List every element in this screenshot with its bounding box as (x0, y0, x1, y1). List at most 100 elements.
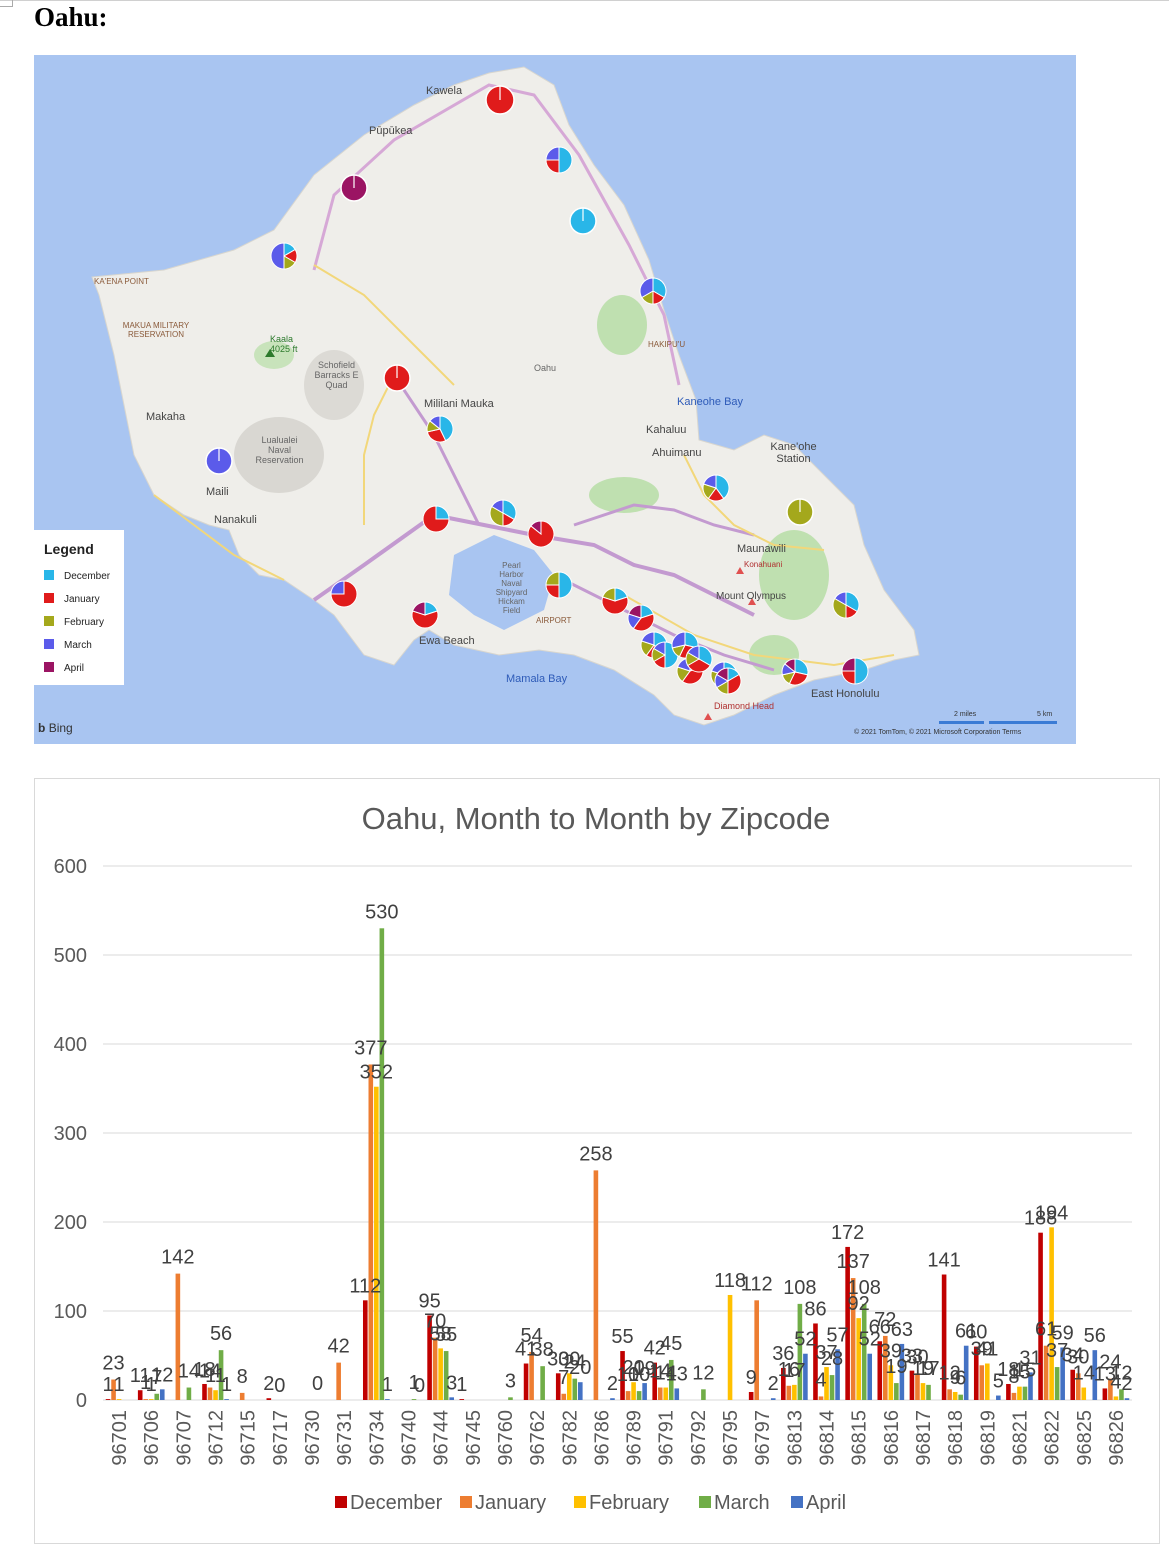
map-pie-marker[interactable] (601, 587, 629, 615)
bar-data-label: 3 (505, 1370, 516, 1392)
bar (701, 1389, 706, 1400)
map-pie-marker[interactable] (786, 498, 814, 526)
map-road (363, 374, 395, 525)
pie-slice (841, 657, 856, 672)
bar (438, 1348, 443, 1400)
x-tick-label: 96825 (1074, 1410, 1096, 1466)
map-pie-marker[interactable] (685, 645, 713, 673)
bar (894, 1383, 899, 1400)
bar-data-label: 12 (151, 1364, 173, 1386)
bar (770, 1398, 776, 1400)
y-tick-label: 0 (76, 1390, 87, 1412)
map-pie-markers (205, 85, 869, 695)
x-tick-label: 96782 (559, 1410, 581, 1466)
bar (867, 1353, 873, 1400)
bar (657, 1387, 663, 1400)
bar-data-label: 30 (558, 1348, 580, 1370)
map-place-label: Pūpūkea (369, 125, 413, 137)
bar (642, 1383, 647, 1400)
bar (443, 1351, 449, 1400)
bar-data-label: 55 (435, 1324, 457, 1346)
map-pie-marker[interactable] (330, 580, 358, 608)
bar (374, 1086, 379, 1400)
y-tick-label: 300 (54, 1123, 87, 1145)
pie-slice (834, 591, 847, 606)
map-pie-marker[interactable] (545, 146, 573, 174)
bar (663, 1387, 669, 1400)
map-pie-marker[interactable] (702, 474, 730, 502)
map-pie-marker[interactable] (714, 667, 742, 695)
map-pie-marker[interactable] (383, 364, 411, 392)
bar (668, 1359, 674, 1400)
pie-slice (439, 415, 454, 442)
mountain-marker (748, 598, 756, 605)
pie-slice (602, 587, 616, 602)
bar-data-label: 0 (312, 1373, 323, 1395)
bar-data-label: 66 (869, 1316, 891, 1338)
bar (449, 1397, 454, 1400)
bar-data-label: 188 (1024, 1208, 1057, 1230)
map-pie-marker[interactable] (426, 415, 454, 443)
map-place-label: Makaha (146, 411, 186, 423)
pie-slice (411, 610, 439, 629)
pie-slice (841, 670, 856, 685)
oahu-map[interactable]: Kawela Pūpūkea KA'ENA POINT MAKUA MILITA… (34, 55, 1076, 744)
bar-data-label: 12 (692, 1362, 714, 1384)
bar-data-label: 15 (1014, 1360, 1036, 1382)
bar-data-label: 9 (746, 1367, 757, 1389)
map-pie-marker[interactable] (832, 591, 860, 619)
page-title: Oahu: (34, 2, 108, 32)
map-pie-marker[interactable] (527, 520, 555, 548)
bar (727, 1294, 733, 1400)
map-green-area (759, 530, 829, 620)
pie-slice (632, 613, 655, 632)
bar-data-label: 37 (1046, 1340, 1068, 1362)
x-tick-label: 96701 (109, 1410, 131, 1466)
x-tick-label: 96789 (624, 1410, 646, 1466)
bar-data-label: 30 (1067, 1346, 1089, 1368)
bar-data-label: 1 (408, 1372, 419, 1394)
pie-slice (545, 146, 560, 161)
map-pie-marker[interactable] (841, 657, 869, 685)
map-green-area (597, 295, 647, 355)
bar (1028, 1372, 1033, 1400)
map-pie-marker[interactable] (270, 242, 298, 270)
map-pie-marker[interactable] (627, 604, 655, 632)
x-tick-label: 96819 (977, 1410, 999, 1466)
map-pie-marker[interactable] (411, 601, 439, 629)
bar-data-label: 56 (1084, 1325, 1106, 1347)
pie-slice (854, 657, 869, 685)
bing-logo[interactable]: b Bing (38, 721, 73, 735)
pie-slice (727, 673, 742, 695)
bar-data-label: 2 (768, 1373, 779, 1395)
map-pie-marker[interactable] (569, 207, 597, 235)
x-tick-label: 96795 (720, 1410, 742, 1466)
map-pie-marker[interactable] (639, 277, 667, 305)
map-pie-marker[interactable] (422, 505, 450, 533)
legend-label: December (64, 571, 111, 582)
pie-slice (687, 645, 700, 660)
bar-data-label: 61 (1035, 1319, 1057, 1341)
map-pie-marker[interactable] (205, 447, 233, 475)
bar-data-label: 37 (815, 1342, 837, 1364)
map-pie-marker[interactable] (485, 85, 515, 115)
bar-data-label: 14 (649, 1361, 671, 1383)
chart-canvas: Oahu, Month to Month by Zipcode 01002003… (54, 801, 1133, 1514)
map-pie-marker[interactable] (340, 174, 368, 202)
map-pie-marker[interactable] (489, 499, 517, 527)
map-place-label: Kaala 4025 ft (270, 334, 298, 354)
x-tick-label: 96815 (849, 1410, 871, 1466)
bar-data-label: 31 (1019, 1347, 1041, 1369)
bing-attribution-text: Bing (48, 721, 73, 735)
bar (781, 1367, 786, 1400)
bar-data-label: 0 (414, 1375, 425, 1397)
bar (941, 1274, 947, 1400)
bar-data-label: 142 (161, 1247, 194, 1269)
bar-data-label: 30 (547, 1348, 569, 1370)
bar (877, 1341, 883, 1400)
map-pie-marker[interactable] (781, 658, 809, 686)
map-pie-marker[interactable] (545, 571, 573, 599)
bar-data-label: 39 (880, 1340, 902, 1362)
x-tick-label: 96786 (591, 1410, 613, 1466)
chart-legend-label: March (714, 1492, 770, 1514)
